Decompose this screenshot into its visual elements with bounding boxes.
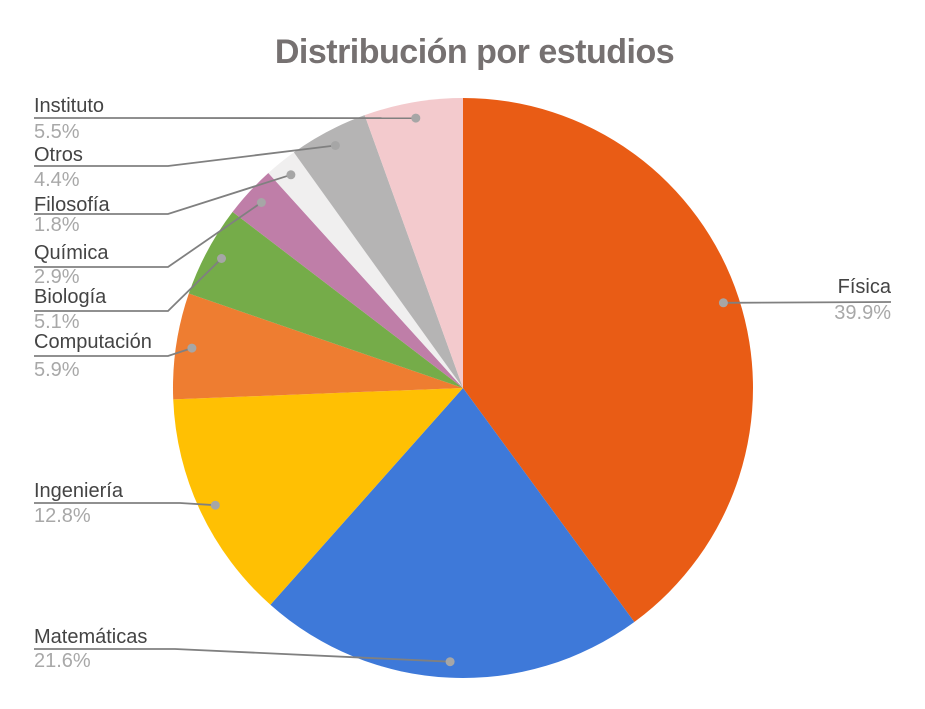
leader-dot-instituto [411, 113, 421, 123]
leader-line-quimica [34, 201, 262, 268]
slice-label-quimica: Química [34, 242, 109, 264]
leader-line-ingenieria [34, 502, 216, 507]
slice-percent-fisica: 39.9% [834, 302, 891, 324]
chart-title: Distribución por estudios [274, 33, 675, 71]
slice-label-instituto: Instituto [34, 95, 104, 117]
pie-slice-quimica [232, 173, 463, 388]
leader-dot-quimica [256, 198, 266, 207]
leader-line-fisica [723, 301, 892, 304]
pie-slice-computacion [172, 293, 464, 400]
slice-label-otros: Otros [34, 144, 83, 166]
slice-label-computacion: Computación [34, 331, 152, 353]
pie-slice-biologia [188, 211, 463, 388]
leader-line-matematicas [34, 648, 451, 663]
slice-percent-ingenieria: 12.8% [34, 505, 91, 527]
slice-percent-matematicas: 21.6% [34, 650, 91, 672]
leader-line-otros [34, 144, 336, 167]
slice-label-filosofia: Filosofía [34, 194, 110, 216]
slice-label-ingenieria: Ingeniería [34, 480, 124, 502]
slice-percent-computacion: 5.9% [34, 359, 80, 381]
leader-line-biologia [34, 257, 223, 312]
leader-dot-matematicas [445, 657, 455, 667]
leader-line-filosofia [34, 173, 292, 215]
pie-slice-fisica [463, 98, 753, 622]
pie-slice-filosofia [268, 152, 463, 388]
slice-percent-instituto: 5.5% [34, 121, 80, 143]
slice-percent-filosofia: 1.8% [34, 214, 80, 236]
pie-slice-instituto [364, 98, 463, 388]
pie-slice-ingenieria [173, 388, 463, 605]
leader-dot-fisica [718, 298, 728, 308]
leader-dot-ingenieria [210, 500, 220, 510]
slice-label-biologia: Biología [34, 286, 107, 308]
leader-dot-biologia [217, 254, 226, 263]
leader-dot-computacion [187, 343, 197, 353]
slice-label-fisica: Física [838, 276, 892, 298]
pie-slice-matematicas [270, 388, 635, 678]
leader-line-computacion [34, 347, 193, 357]
slice-percent-quimica: 2.9% [34, 266, 80, 288]
slice-label-matematicas: Matemáticas [34, 626, 147, 648]
slice-percent-biologia: 5.1% [34, 311, 80, 333]
pie-slice-otros [293, 115, 463, 389]
leader-dot-filosofia [286, 170, 296, 180]
slice-percent-otros: 4.4% [34, 169, 80, 191]
leader-dot-otros [330, 141, 340, 150]
